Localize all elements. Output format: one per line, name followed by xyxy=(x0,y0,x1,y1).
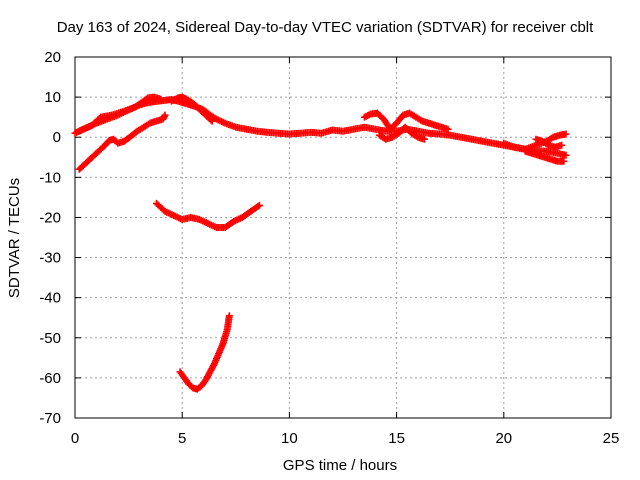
x-tick-label: 20 xyxy=(495,430,512,447)
data-point xyxy=(208,117,216,125)
data-point xyxy=(161,111,169,119)
series-track-mid-bump xyxy=(360,109,452,133)
data-point xyxy=(207,116,215,124)
data-point xyxy=(254,202,262,210)
data-point xyxy=(562,130,570,138)
chart-title: Day 163 of 2024, Sidereal Day-to-day VTE… xyxy=(57,19,594,36)
data-point xyxy=(444,125,452,133)
x-axis-label: GPS time / hours xyxy=(283,457,397,474)
grid-lines xyxy=(75,57,611,418)
data-point xyxy=(558,141,566,149)
y-axis-label: SDTVAR / TECUs xyxy=(6,178,23,298)
y-tick-label: 0 xyxy=(53,129,61,146)
y-tick-label: 20 xyxy=(44,49,61,66)
series-track-late-b xyxy=(521,147,568,165)
x-tick-label: 5 xyxy=(178,430,186,447)
x-tick-labels: 0 5 10 15 20 25 xyxy=(71,430,620,447)
y-tick-label: -50 xyxy=(39,330,61,347)
data-point xyxy=(560,157,568,165)
y-tick-label: -30 xyxy=(39,250,61,267)
data-point xyxy=(157,95,165,103)
y-tick-label: -40 xyxy=(39,290,61,307)
series-track-early-rise-b xyxy=(75,111,169,173)
series-track-minus-60 xyxy=(176,312,233,393)
data-point xyxy=(255,201,263,209)
data-point xyxy=(562,151,570,159)
x-tick-label: 10 xyxy=(281,430,298,447)
data-point xyxy=(420,135,428,143)
series-track-early-rise-a xyxy=(75,93,165,135)
x-tick-label: 25 xyxy=(603,430,620,447)
y-tick-label: -60 xyxy=(39,370,61,387)
series-track-morning-peak xyxy=(167,93,216,125)
plot-area-frame xyxy=(74,56,612,419)
series-track-late-c xyxy=(532,135,566,151)
data-point xyxy=(225,312,233,320)
y-tick-label: -70 xyxy=(39,410,61,427)
y-tick-labels: 20 10 0 -10 -20 -30 -40 -50 -60 -70 xyxy=(39,49,61,427)
y-tick-label: -10 xyxy=(39,169,61,186)
x-tick-label: 0 xyxy=(71,430,79,447)
series-track-mid-branch xyxy=(375,123,428,143)
y-tick-label: 10 xyxy=(44,89,61,106)
x-tick-label: 15 xyxy=(388,430,405,447)
series-track-minus-20 xyxy=(152,199,263,231)
axis-ticks xyxy=(74,56,612,419)
data-series xyxy=(71,93,570,393)
y-tick-label: -20 xyxy=(39,209,61,226)
